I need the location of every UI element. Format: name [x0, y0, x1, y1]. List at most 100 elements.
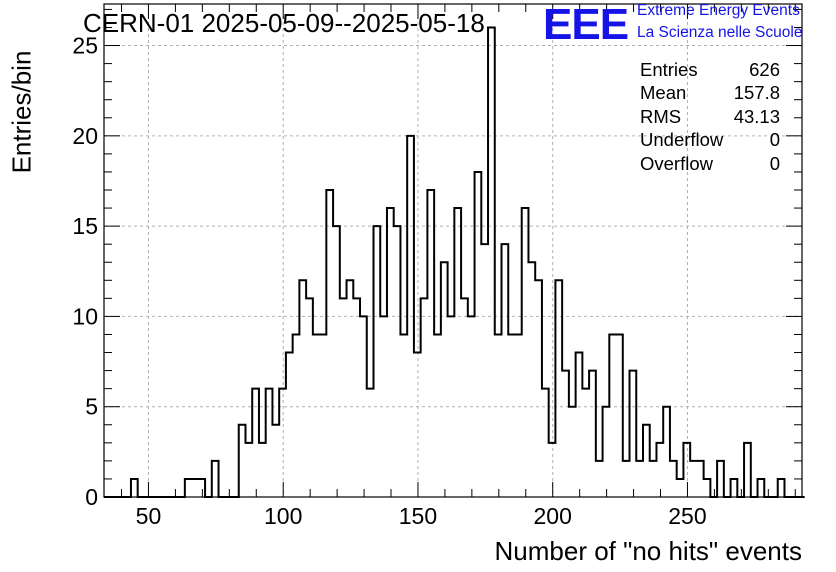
histogram-bin	[347, 280, 354, 497]
histogram-bin	[266, 389, 273, 497]
y-tick-label: 15	[72, 213, 98, 239]
histogram-bin	[636, 461, 643, 497]
y-tick-label: 25	[72, 33, 98, 59]
histogram-bin	[185, 479, 192, 497]
histogram-bin	[407, 136, 414, 497]
histogram-bin	[414, 353, 421, 497]
histogram-bin	[717, 461, 724, 497]
x-tick-label: 150	[399, 503, 437, 529]
histogram-bin	[488, 27, 495, 497]
histogram-bin	[704, 479, 711, 497]
histogram-bin	[542, 389, 549, 497]
histogram-bin	[475, 172, 482, 497]
stat-row-underflow: Underflow 0	[640, 128, 780, 151]
histogram-bin	[461, 298, 468, 497]
histogram-bin	[239, 425, 246, 497]
stat-label: RMS	[640, 105, 682, 127]
stat-label: Entries	[640, 59, 698, 80]
histogram-bin	[690, 461, 697, 497]
y-tick-label: 10	[72, 303, 98, 329]
histogram-bin	[340, 298, 347, 497]
histogram-bin	[569, 407, 576, 497]
histogram-bin	[596, 461, 603, 497]
histogram-bin	[603, 407, 610, 497]
histogram-bin	[549, 443, 556, 497]
histogram-bin	[360, 316, 367, 497]
stat-value: 0	[769, 129, 780, 151]
histogram-bin	[454, 208, 461, 497]
y-axis-label: Entries/bin	[6, 50, 37, 174]
histogram-bin	[522, 208, 529, 497]
stat-label: Mean	[640, 82, 687, 104]
stats-box: Entries 626 Mean 157.8 RMS 43.13 Underfl…	[640, 58, 780, 175]
histogram-bin	[198, 479, 205, 497]
histogram-bin	[731, 479, 738, 497]
histogram-bin	[589, 371, 596, 497]
stat-row-mean: Mean 157.8	[640, 81, 780, 104]
histogram-bin	[320, 334, 327, 497]
histogram-outline	[104, 26, 805, 498]
histogram-bin	[380, 316, 387, 497]
histogram-bin	[502, 244, 509, 497]
histogram-bin	[630, 371, 637, 497]
x-tick-label: 50	[136, 503, 162, 529]
plot-frame	[103, 3, 803, 498]
histogram-bin	[333, 226, 340, 497]
histogram-bin	[778, 479, 785, 497]
histogram-bin	[293, 334, 300, 497]
histogram-bin	[259, 443, 266, 497]
histogram-bin	[394, 226, 401, 497]
stat-label: Underflow	[640, 129, 724, 151]
histogram-bin	[663, 407, 670, 497]
x-tick-label: 250	[668, 503, 706, 529]
histogram-bin	[441, 262, 448, 497]
histogram-bin	[670, 461, 677, 497]
histogram-bin	[623, 461, 630, 497]
y-tick-label: 20	[72, 123, 98, 149]
histogram-bin	[582, 389, 589, 497]
histogram-bin	[555, 280, 562, 497]
histogram-bin	[495, 334, 502, 497]
stat-value: 0	[769, 152, 780, 174]
histogram-bin	[481, 244, 488, 497]
histogram-bin	[272, 425, 279, 497]
histogram-bin	[306, 298, 313, 497]
histogram-bin	[448, 316, 455, 497]
eee-logo: EEE	[543, 0, 629, 49]
histogram-bin	[353, 298, 360, 497]
histogram-bin	[279, 389, 286, 497]
x-axis-label: Number of "no hits" events	[494, 536, 803, 566]
histogram-bin	[299, 280, 306, 497]
histogram-bin	[576, 353, 583, 497]
stat-value: 157.8	[733, 82, 780, 104]
histogram-bin	[427, 190, 434, 497]
histogram-bin	[650, 461, 657, 497]
histogram-bin	[212, 461, 219, 497]
histogram-bin	[192, 479, 199, 497]
histogram-bin	[609, 334, 616, 497]
histogram-bin	[286, 353, 293, 497]
histogram-bin	[744, 443, 751, 497]
histogram-bin	[683, 443, 690, 497]
stat-value: 43.13	[733, 105, 780, 127]
chart-title: CERN-01 2025-05-09--2025-05-18	[83, 8, 485, 38]
histogram-bin	[367, 389, 374, 497]
histogram-bin	[131, 479, 138, 497]
histogram-bin	[535, 280, 542, 497]
stat-label: Overflow	[640, 152, 713, 174]
logo-subtitle-line2: La Scienza nelle Scuole	[637, 24, 803, 41]
histogram-bin	[616, 334, 623, 497]
histogram-bin	[656, 443, 663, 497]
histogram-bin	[697, 461, 704, 497]
histogram-bin	[421, 298, 428, 497]
histogram-bin	[245, 443, 252, 497]
histogram-bin	[434, 334, 441, 497]
histogram-bin	[508, 334, 515, 497]
histogram-bin	[373, 226, 380, 497]
histogram-bin	[677, 479, 684, 497]
histogram-bin	[387, 208, 394, 497]
stat-row-entries: Entries 626	[640, 58, 780, 81]
y-tick-label: 0	[85, 484, 98, 510]
stat-row-overflow: Overflow 0	[640, 152, 780, 175]
